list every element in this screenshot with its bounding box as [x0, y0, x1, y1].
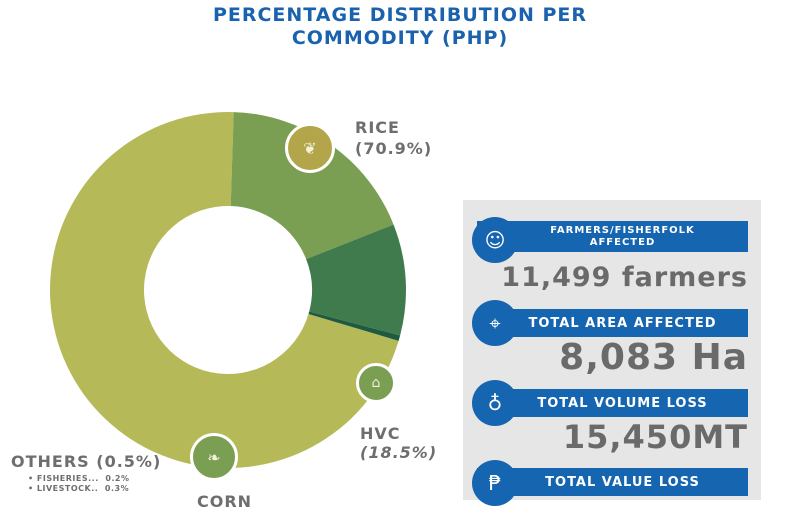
page-title: PERCENTAGE DISTRIBUTION PER COMMODITY (PH…	[0, 4, 800, 50]
banner-label: AFFECTED	[589, 236, 656, 248]
others-item: • LIVESTOCK.. 0.3%	[28, 484, 130, 493]
banner-label: FARMERS/FISHERFOLK	[550, 224, 695, 236]
hvc-icon: ⌂	[356, 363, 396, 403]
peso-icon: ₱	[472, 460, 518, 506]
rice-label: RICE	[355, 118, 400, 137]
farmers-banner: FARMERS/FISHERFOLK AFFECTED	[477, 221, 748, 252]
volume-value: 15,450MT	[562, 418, 748, 456]
others-label: OTHERS (0.5%)	[11, 452, 162, 471]
title-line-1: PERCENTAGE DISTRIBUTION PER	[212, 4, 588, 26]
farmers-value: 11,499 farmers	[501, 262, 748, 293]
donut-slice-corn	[306, 224, 406, 336]
hvc-label: HVC	[360, 424, 401, 443]
sack-icon: ♁	[472, 380, 518, 426]
others-item-label: FISHERIES...	[36, 474, 99, 483]
corn-icon: ❧	[190, 433, 238, 481]
rice-icon: ❦	[285, 123, 335, 173]
corn-label: CORN	[197, 492, 253, 511]
donut-slice-others	[308, 311, 401, 341]
area-banner: TOTAL AREA AFFECTED	[477, 309, 748, 337]
farmer-icon: ☺	[472, 217, 518, 263]
others-item-label: LIVESTOCK..	[36, 484, 99, 493]
value-banner: TOTAL VALUE LOSS	[477, 468, 748, 496]
donut-chart	[50, 111, 406, 469]
others-item-value: 0.2%	[105, 474, 130, 483]
area-value: 8,083 Ha	[559, 337, 748, 378]
map-icon: ⌖	[472, 300, 518, 346]
title-line-2: COMMODITY (PHP)	[291, 27, 509, 49]
volume-banner: TOTAL VOLUME LOSS	[477, 389, 748, 417]
donut-slice-hvc	[230, 112, 394, 260]
rice-pct: (70.9%)	[355, 139, 433, 158]
hvc-pct: (18.5%)	[360, 443, 438, 462]
others-item: • FISHERIES... 0.2%	[28, 474, 130, 483]
donut-slice-rice	[50, 111, 399, 469]
others-item-value: 0.3%	[104, 484, 130, 493]
